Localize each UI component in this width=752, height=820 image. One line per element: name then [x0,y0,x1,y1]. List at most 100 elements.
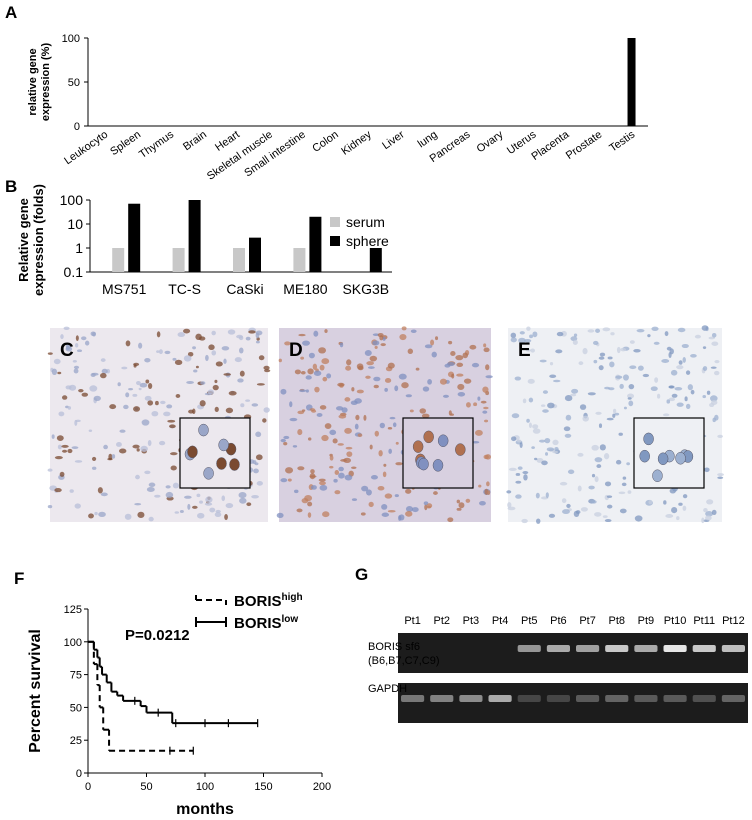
cell-nucleus [516,439,522,443]
cell-nucleus [618,491,626,495]
cell-nucleus [650,386,658,392]
cell-nucleus [144,357,151,363]
cell-nucleus [506,490,512,494]
cell-nucleus [309,475,317,478]
cell-nucleus [344,397,351,402]
cell-nucleus [94,511,98,516]
cell-nucleus [535,492,540,499]
bar [233,248,245,272]
inset-nucleus [657,452,669,466]
cell-nucleus [339,342,344,348]
cell-nucleus [313,370,322,376]
cell-nucleus [382,471,387,478]
cell-nucleus [628,383,635,390]
cell-nucleus [627,397,632,400]
cell-nucleus [424,344,433,349]
cell-nucleus [556,331,564,337]
cell-nucleus [177,332,186,338]
cell-nucleus [280,388,287,395]
cell-nucleus [599,444,606,451]
cell-nucleus [379,335,384,341]
cell-nucleus [515,473,521,476]
cell-nucleus [431,351,437,358]
cell-nucleus [245,336,251,341]
cell-nucleus [369,444,373,450]
cell-nucleus [133,364,137,368]
lane-label: Pt8 [608,615,625,627]
cell-nucleus [661,359,670,363]
cell-nucleus [322,376,328,382]
cell-nucleus [552,450,559,454]
cell-nucleus [485,375,493,379]
cell-nucleus [521,518,528,524]
cell-nucleus [47,352,53,355]
inset-nucleus [639,449,650,463]
cell-nucleus [221,346,230,351]
cell-nucleus [367,366,375,369]
cell-nucleus [448,340,453,345]
cell-nucleus [215,361,223,367]
cell-nucleus [318,347,327,354]
cell-nucleus [263,365,270,370]
cell-nucleus [395,462,403,466]
cell-nucleus [384,378,392,383]
cell-nucleus [307,368,314,375]
cell-nucleus [321,434,329,442]
cell-nucleus [302,340,310,346]
cell-nucleus [285,467,294,474]
inset-nucleus [643,432,654,446]
cell-nucleus [615,375,623,379]
cell-nucleus [456,362,464,368]
cell-nucleus [251,403,259,407]
cell-nucleus [332,438,338,444]
cell-nucleus [627,393,635,399]
cell-nucleus [577,485,582,492]
cell-nucleus [158,349,163,355]
cell-nucleus [192,505,198,509]
panel-label: G [355,565,368,584]
cell-nucleus [532,331,538,338]
y-tick-label: 25 [70,735,82,747]
cell-nucleus [147,439,152,447]
cell-nucleus [278,358,282,363]
cell-nucleus [101,368,108,374]
cell-nucleus [676,365,684,370]
cell-nucleus [365,489,372,496]
cell-nucleus [713,370,720,376]
cell-nucleus [117,382,121,387]
cell-nucleus [65,343,71,350]
legend-swatch [330,236,340,246]
cell-nucleus [121,366,128,370]
inset-nucleus [412,440,424,453]
cell-nucleus [424,504,428,511]
cell-nucleus [47,468,53,472]
cell-nucleus [324,423,332,429]
cell-nucleus [253,468,259,474]
cell-nucleus [263,407,270,413]
cell-nucleus [433,491,438,495]
cell-nucleus [98,511,106,518]
bar [188,200,201,272]
cell-nucleus [676,402,684,407]
inset-nucleus [218,438,229,452]
cell-nucleus [482,410,488,414]
cell-nucleus [132,393,138,397]
cell-nucleus [313,330,319,337]
cell-nucleus [223,373,231,376]
cell-nucleus [125,340,131,347]
cell-nucleus [668,385,675,389]
cell-nucleus [137,511,145,518]
cell-nucleus [172,482,179,489]
cell-nucleus [63,326,70,330]
cell-nucleus [138,387,142,391]
cell-nucleus [53,358,61,365]
cell-nucleus [717,476,724,480]
bar [627,38,636,126]
cell-nucleus [377,485,385,491]
cell-nucleus [507,502,512,508]
cell-nucleus [442,394,449,398]
cell-nucleus [310,485,317,490]
cell-nucleus [515,494,522,499]
cell-nucleus [199,400,206,407]
cell-nucleus [690,353,697,358]
